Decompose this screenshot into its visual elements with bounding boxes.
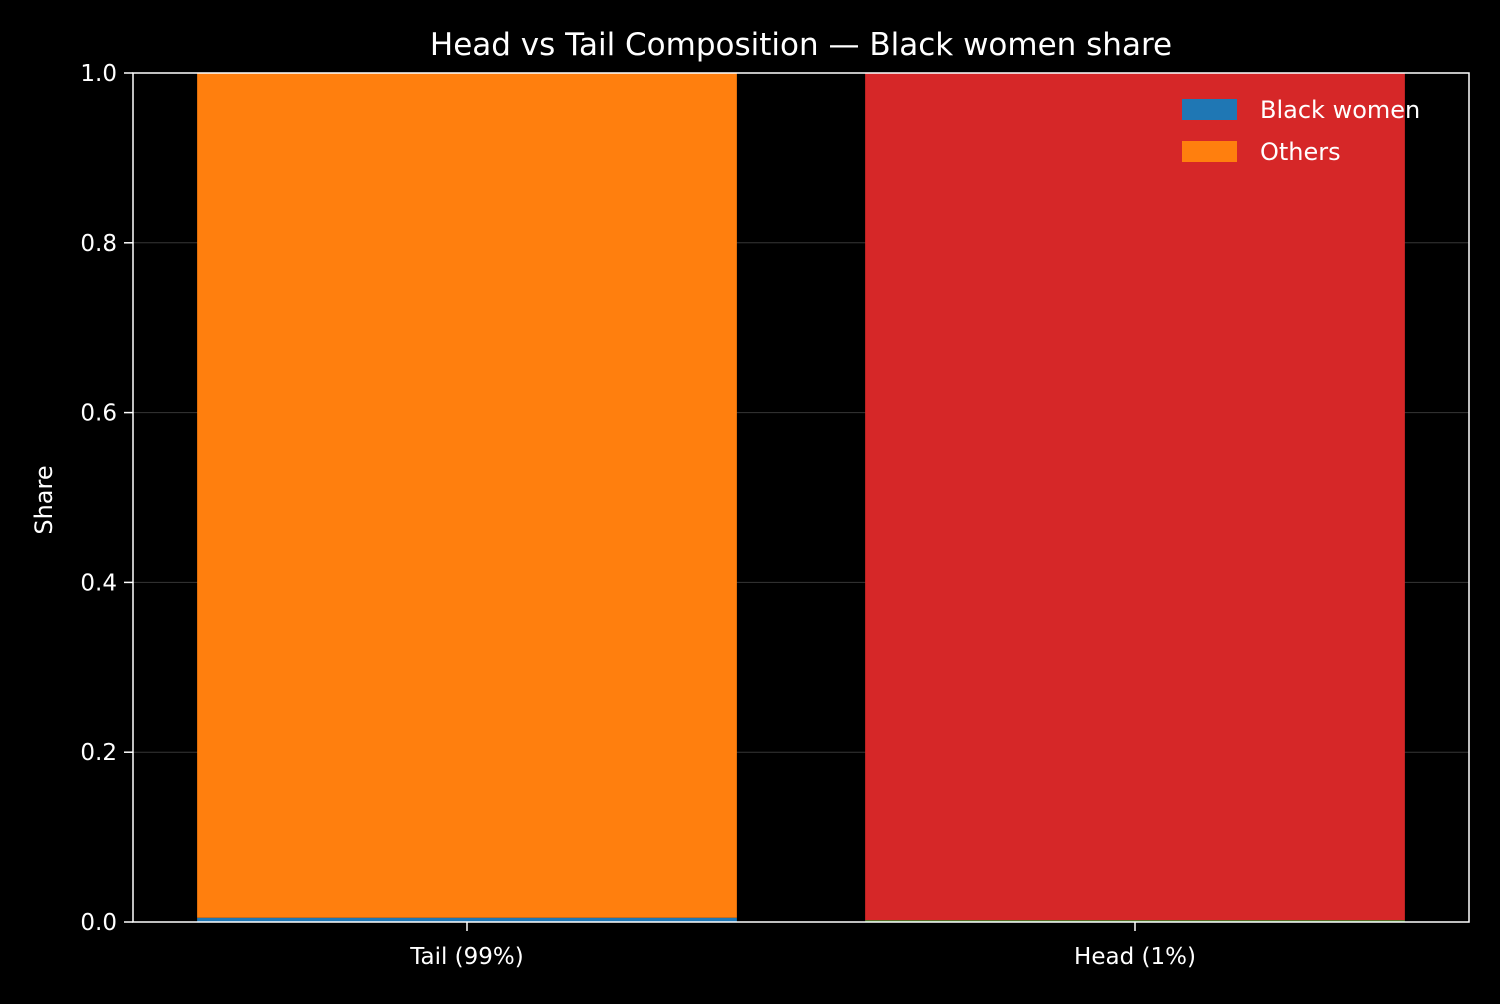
bar-segment-others <box>865 73 1405 921</box>
legend-swatch <box>1182 99 1237 120</box>
chart-title: Head vs Tail Composition — Black women s… <box>430 27 1172 63</box>
y-tick-label: 0.8 <box>80 231 117 257</box>
bar-segment-black-women <box>197 917 737 922</box>
bars <box>197 73 1405 922</box>
legend-label: Black women <box>1260 96 1420 124</box>
y-tick-label: 0.4 <box>80 570 117 596</box>
y-ticks: 0.0 0.2 0.4 0.6 0.8 1.0 <box>80 61 133 936</box>
y-tick-label: 0.0 <box>80 910 117 936</box>
bar-segment-black-women <box>865 920 1405 922</box>
y-tick-label: 1.0 <box>80 61 117 87</box>
x-tick-label: Tail (99%) <box>409 944 524 970</box>
y-tick-label: 0.2 <box>80 740 117 766</box>
axes-frame <box>132 72 1470 923</box>
y-axis-label: Share <box>30 465 58 534</box>
legend-swatch <box>1182 141 1237 162</box>
legend: Black women Others <box>1182 96 1420 166</box>
bar-segment-others <box>197 73 737 918</box>
x-tick-label: Head (1%) <box>1074 944 1196 970</box>
y-tick-label: 0.6 <box>80 401 117 427</box>
x-ticks: Tail (99%) Head (1%) <box>409 922 1196 970</box>
legend-label: Others <box>1260 138 1341 166</box>
